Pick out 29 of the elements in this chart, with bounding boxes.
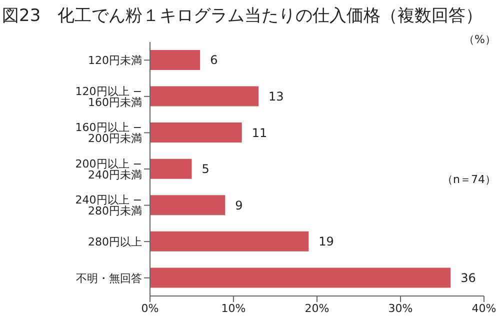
x-tick-label: 0%	[141, 302, 159, 315]
y-tick-label: 280円以上	[88, 235, 142, 248]
bar	[150, 50, 200, 70]
y-tick-label: 不明・無回答	[76, 272, 142, 285]
bar	[150, 122, 242, 143]
y-tick-label: 200円以上 − 240円未満	[75, 157, 142, 182]
data-label: 13	[268, 90, 284, 104]
x-tick-label: 10%	[221, 302, 246, 315]
y-tick-label: 240円以上 − 280円未満	[75, 194, 142, 218]
x-tick-label: 30%	[388, 302, 413, 315]
x-tick-label: 40%	[472, 302, 496, 315]
data-label: 9	[235, 198, 243, 212]
data-label: 36	[460, 270, 476, 285]
annotation: （n＝74）	[442, 172, 496, 187]
x-tick-label: 20%	[304, 302, 330, 315]
y-tick-label: 160円以上 − 200円未満	[75, 121, 142, 146]
bar	[150, 86, 259, 106]
bar	[150, 195, 226, 216]
annotation: （%）	[464, 32, 496, 47]
data-label: 5	[202, 162, 210, 176]
bar	[150, 231, 309, 252]
bar	[150, 268, 451, 288]
chart-title: 図23 化工でん粉１キログラム当たりの仕入価格（複数回答）	[2, 5, 484, 28]
data-label: 6	[210, 53, 218, 68]
data-label: 19	[318, 234, 334, 249]
data-label: 11	[252, 126, 268, 140]
y-tick-label: 120円以上 − 160円未満	[75, 84, 142, 109]
bar	[150, 158, 192, 179]
y-tick-label: 120円未満	[88, 54, 142, 68]
